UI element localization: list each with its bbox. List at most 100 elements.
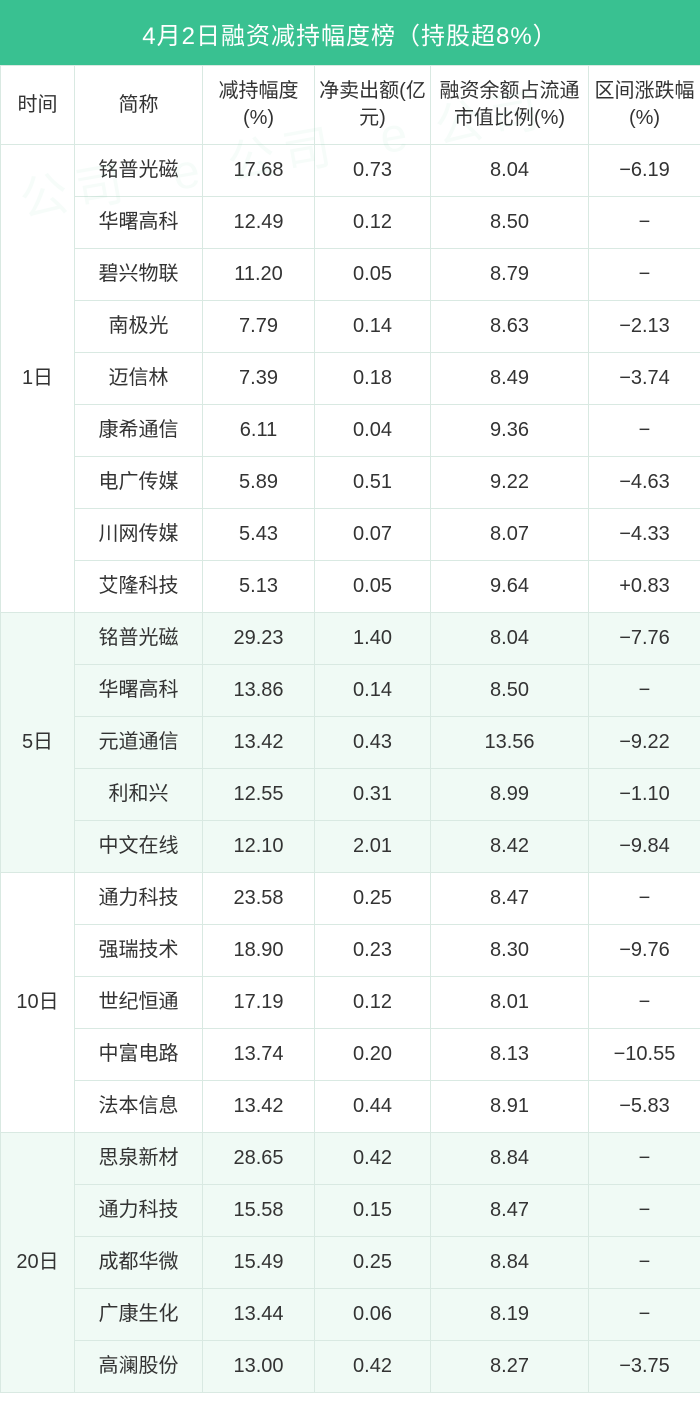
cell-reduce: 13.00 xyxy=(203,1341,315,1393)
cell-reduce: 13.42 xyxy=(203,1081,315,1133)
table-row: 成都华微15.490.258.84− xyxy=(1,1237,700,1289)
cell-ratio: 8.13 xyxy=(431,1029,589,1081)
cell-netsell: 0.07 xyxy=(315,509,431,561)
cell-reduce: 12.10 xyxy=(203,821,315,873)
cell-reduce: 5.89 xyxy=(203,457,315,509)
cell-reduce: 7.79 xyxy=(203,301,315,353)
cell-ratio: 13.56 xyxy=(431,717,589,769)
cell-netsell: 0.42 xyxy=(315,1133,431,1185)
cell-name: 铭普光磁 xyxy=(75,145,203,197)
cell-netsell: 0.51 xyxy=(315,457,431,509)
cell-name: 电广传媒 xyxy=(75,457,203,509)
table-title: 4月2日融资减持幅度榜（持股超8%） xyxy=(0,0,700,65)
cell-name: 思泉新材 xyxy=(75,1133,203,1185)
cell-reduce: 18.90 xyxy=(203,925,315,977)
table-row: 华曙高科13.860.148.50− xyxy=(1,665,700,717)
col-netsell: 净卖出额(亿元) xyxy=(315,66,431,145)
cell-netsell: 0.05 xyxy=(315,561,431,613)
cell-time: 10日 xyxy=(1,873,75,1133)
header-row: 时间 简称 减持幅度(%) 净卖出额(亿元) 融资余额占流通市值比例(%) 区间… xyxy=(1,66,700,145)
cell-reduce: 13.86 xyxy=(203,665,315,717)
cell-reduce: 23.58 xyxy=(203,873,315,925)
cell-name: 铭普光磁 xyxy=(75,613,203,665)
cell-change: −10.55 xyxy=(589,1029,700,1081)
cell-ratio: 8.47 xyxy=(431,873,589,925)
cell-ratio: 9.64 xyxy=(431,561,589,613)
table-row: 华曙高科12.490.128.50− xyxy=(1,197,700,249)
cell-name: 法本信息 xyxy=(75,1081,203,1133)
cell-change: −7.76 xyxy=(589,613,700,665)
col-reduce: 减持幅度(%) xyxy=(203,66,315,145)
data-table: 时间 简称 减持幅度(%) 净卖出额(亿元) 融资余额占流通市值比例(%) 区间… xyxy=(0,65,700,1393)
cell-change: −9.84 xyxy=(589,821,700,873)
cell-name: 迈信林 xyxy=(75,353,203,405)
cell-netsell: 0.05 xyxy=(315,249,431,301)
cell-ratio: 8.01 xyxy=(431,977,589,1029)
table-row: 南极光7.790.148.63−2.13 xyxy=(1,301,700,353)
cell-ratio: 8.19 xyxy=(431,1289,589,1341)
cell-reduce: 13.74 xyxy=(203,1029,315,1081)
cell-name: 华曙高科 xyxy=(75,197,203,249)
cell-change: − xyxy=(589,249,700,301)
cell-netsell: 0.23 xyxy=(315,925,431,977)
cell-name: 世纪恒通 xyxy=(75,977,203,1029)
cell-ratio: 8.50 xyxy=(431,197,589,249)
cell-name: 川网传媒 xyxy=(75,509,203,561)
cell-time: 20日 xyxy=(1,1133,75,1393)
cell-name: 成都华微 xyxy=(75,1237,203,1289)
table-row: 中文在线12.102.018.42−9.84 xyxy=(1,821,700,873)
cell-netsell: 0.14 xyxy=(315,665,431,717)
cell-ratio: 8.84 xyxy=(431,1237,589,1289)
cell-netsell: 0.43 xyxy=(315,717,431,769)
cell-netsell: 0.18 xyxy=(315,353,431,405)
cell-change: −2.13 xyxy=(589,301,700,353)
cell-change: − xyxy=(589,1237,700,1289)
cell-ratio: 8.47 xyxy=(431,1185,589,1237)
cell-reduce: 17.19 xyxy=(203,977,315,1029)
cell-reduce: 5.13 xyxy=(203,561,315,613)
cell-netsell: 0.14 xyxy=(315,301,431,353)
cell-netsell: 0.44 xyxy=(315,1081,431,1133)
cell-ratio: 8.49 xyxy=(431,353,589,405)
table-row: 元道通信13.420.4313.56−9.22 xyxy=(1,717,700,769)
cell-ratio: 8.42 xyxy=(431,821,589,873)
cell-reduce: 13.42 xyxy=(203,717,315,769)
cell-change: −6.19 xyxy=(589,145,700,197)
cell-netsell: 0.12 xyxy=(315,977,431,1029)
col-name: 简称 xyxy=(75,66,203,145)
cell-netsell: 0.31 xyxy=(315,769,431,821)
cell-name: 通力科技 xyxy=(75,1185,203,1237)
cell-reduce: 6.11 xyxy=(203,405,315,457)
cell-netsell: 0.20 xyxy=(315,1029,431,1081)
cell-name: 广康生化 xyxy=(75,1289,203,1341)
cell-name: 高澜股份 xyxy=(75,1341,203,1393)
cell-ratio: 8.63 xyxy=(431,301,589,353)
cell-change: − xyxy=(589,665,700,717)
cell-ratio: 8.84 xyxy=(431,1133,589,1185)
table-row: 5日铭普光磁29.231.408.04−7.76 xyxy=(1,613,700,665)
cell-reduce: 28.65 xyxy=(203,1133,315,1185)
col-time: 时间 xyxy=(1,66,75,145)
table-row: 广康生化13.440.068.19− xyxy=(1,1289,700,1341)
cell-reduce: 5.43 xyxy=(203,509,315,561)
cell-change: − xyxy=(589,1185,700,1237)
cell-change: − xyxy=(589,873,700,925)
cell-change: −4.63 xyxy=(589,457,700,509)
cell-reduce: 7.39 xyxy=(203,353,315,405)
cell-ratio: 8.30 xyxy=(431,925,589,977)
cell-change: +0.83 xyxy=(589,561,700,613)
cell-ratio: 8.99 xyxy=(431,769,589,821)
cell-change: −1.10 xyxy=(589,769,700,821)
cell-name: 艾隆科技 xyxy=(75,561,203,613)
cell-name: 碧兴物联 xyxy=(75,249,203,301)
cell-change: −3.74 xyxy=(589,353,700,405)
cell-netsell: 0.15 xyxy=(315,1185,431,1237)
table-row: 世纪恒通17.190.128.01− xyxy=(1,977,700,1029)
table-row: 通力科技15.580.158.47− xyxy=(1,1185,700,1237)
cell-netsell: 1.40 xyxy=(315,613,431,665)
cell-reduce: 29.23 xyxy=(203,613,315,665)
cell-netsell: 2.01 xyxy=(315,821,431,873)
cell-netsell: 0.42 xyxy=(315,1341,431,1393)
cell-ratio: 9.22 xyxy=(431,457,589,509)
cell-ratio: 8.27 xyxy=(431,1341,589,1393)
